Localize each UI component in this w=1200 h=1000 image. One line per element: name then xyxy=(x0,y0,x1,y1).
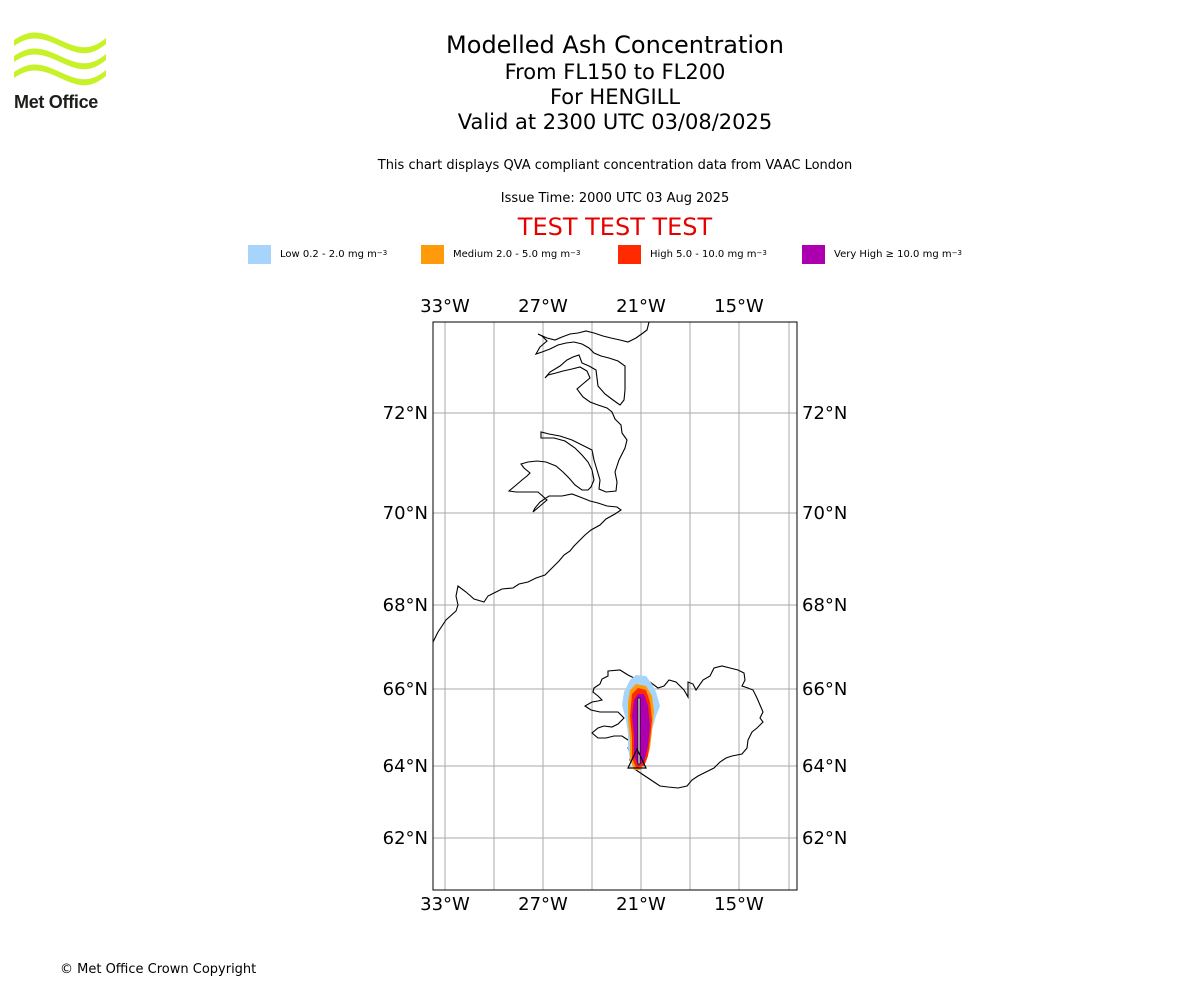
ash-very-high-contour xyxy=(632,694,650,766)
legend-unit-exponent: −3 xyxy=(951,249,962,257)
legend-item-high: High 5.0 - 10.0 mg m −3 xyxy=(618,244,767,264)
longitude-labels: 33°W 27°W 21°W 15°W 33°W 27°W 21°W 15°W xyxy=(420,296,764,915)
legend-unit-exponent: −3 xyxy=(376,249,388,257)
lat-label-left: 64°N xyxy=(383,756,428,777)
lon-label-top: 21°W xyxy=(616,296,666,317)
chart-subtitle: This chart displays QVA compliant concen… xyxy=(377,158,853,173)
legend-label-medium: Medium 2.0 - 5.0 mg m xyxy=(453,248,571,260)
lat-label-right: 66°N xyxy=(802,679,847,700)
latitude-labels: 72°N 70°N 68°N 66°N 64°N 62°N 72°N 70°N … xyxy=(383,403,848,849)
map-frame xyxy=(432,321,798,891)
map-gridlines xyxy=(433,322,797,890)
lat-label-left: 72°N xyxy=(383,403,428,424)
volcano-name: For HENGILL xyxy=(549,85,681,109)
copyright-notice: © Met Office Crown Copyright xyxy=(60,962,257,977)
legend-label-low: Low 0.2 - 2.0 mg m xyxy=(280,248,377,260)
iceland-coastline xyxy=(583,665,764,789)
lat-label-right: 70°N xyxy=(802,503,847,524)
legend-label-high: High 5.0 - 10.0 mg m xyxy=(650,248,757,260)
logo-text: Met Office xyxy=(14,92,99,112)
lon-label-bottom: 21°W xyxy=(616,894,666,915)
greenland-coastline xyxy=(432,321,650,643)
legend-item-low: Low 0.2 - 2.0 mg m −3 xyxy=(248,244,387,264)
volcano-marker-icon xyxy=(627,747,647,769)
lon-label-top: 33°W xyxy=(420,296,470,317)
lat-label-left: 66°N xyxy=(383,679,428,700)
lon-label-top: 15°W xyxy=(714,296,764,317)
legend-swatch-very-high xyxy=(802,244,825,264)
lat-label-left: 68°N xyxy=(383,595,428,616)
legend-item-very-high: Very High ≥ 10.0 mg m −3 xyxy=(802,244,962,264)
legend-label-very-high: Very High ≥ 10.0 mg m xyxy=(834,248,952,260)
met-office-waves-icon xyxy=(14,32,106,86)
issue-time: Issue Time: 2000 UTC 03 Aug 2025 xyxy=(500,191,730,206)
ash-plume xyxy=(622,675,660,770)
lat-label-right: 64°N xyxy=(802,756,847,777)
legend-swatch-high xyxy=(618,244,641,264)
legend-unit-exponent: −3 xyxy=(756,249,767,257)
met-office-logo: Met Office xyxy=(14,30,110,112)
flight-level-range: From FL150 to FL200 xyxy=(504,60,726,84)
legend-unit-exponent: −3 xyxy=(570,249,581,257)
legend-swatch-low xyxy=(248,244,271,264)
chart-titles: Modelled Ash Concentration From FL150 to… xyxy=(0,30,1200,135)
ash-plume-core xyxy=(637,697,641,765)
lon-label-bottom: 33°W xyxy=(420,894,470,915)
lon-label-top: 27°W xyxy=(518,296,568,317)
lat-label-left: 70°N xyxy=(383,503,428,524)
valid-time: Valid at 2300 UTC 03/08/2025 xyxy=(457,110,773,134)
lat-label-left: 62°N xyxy=(383,828,428,849)
lat-label-right: 72°N xyxy=(802,403,847,424)
test-banner: TEST TEST TEST xyxy=(517,213,713,241)
legend-swatch-medium xyxy=(421,244,444,264)
chart-title: Modelled Ash Concentration xyxy=(446,31,784,59)
legend-item-medium: Medium 2.0 - 5.0 mg m −3 xyxy=(421,244,580,264)
lat-label-right: 68°N xyxy=(802,595,847,616)
lon-label-bottom: 27°W xyxy=(518,894,568,915)
lat-label-right: 62°N xyxy=(802,828,847,849)
lon-label-bottom: 15°W xyxy=(714,894,764,915)
